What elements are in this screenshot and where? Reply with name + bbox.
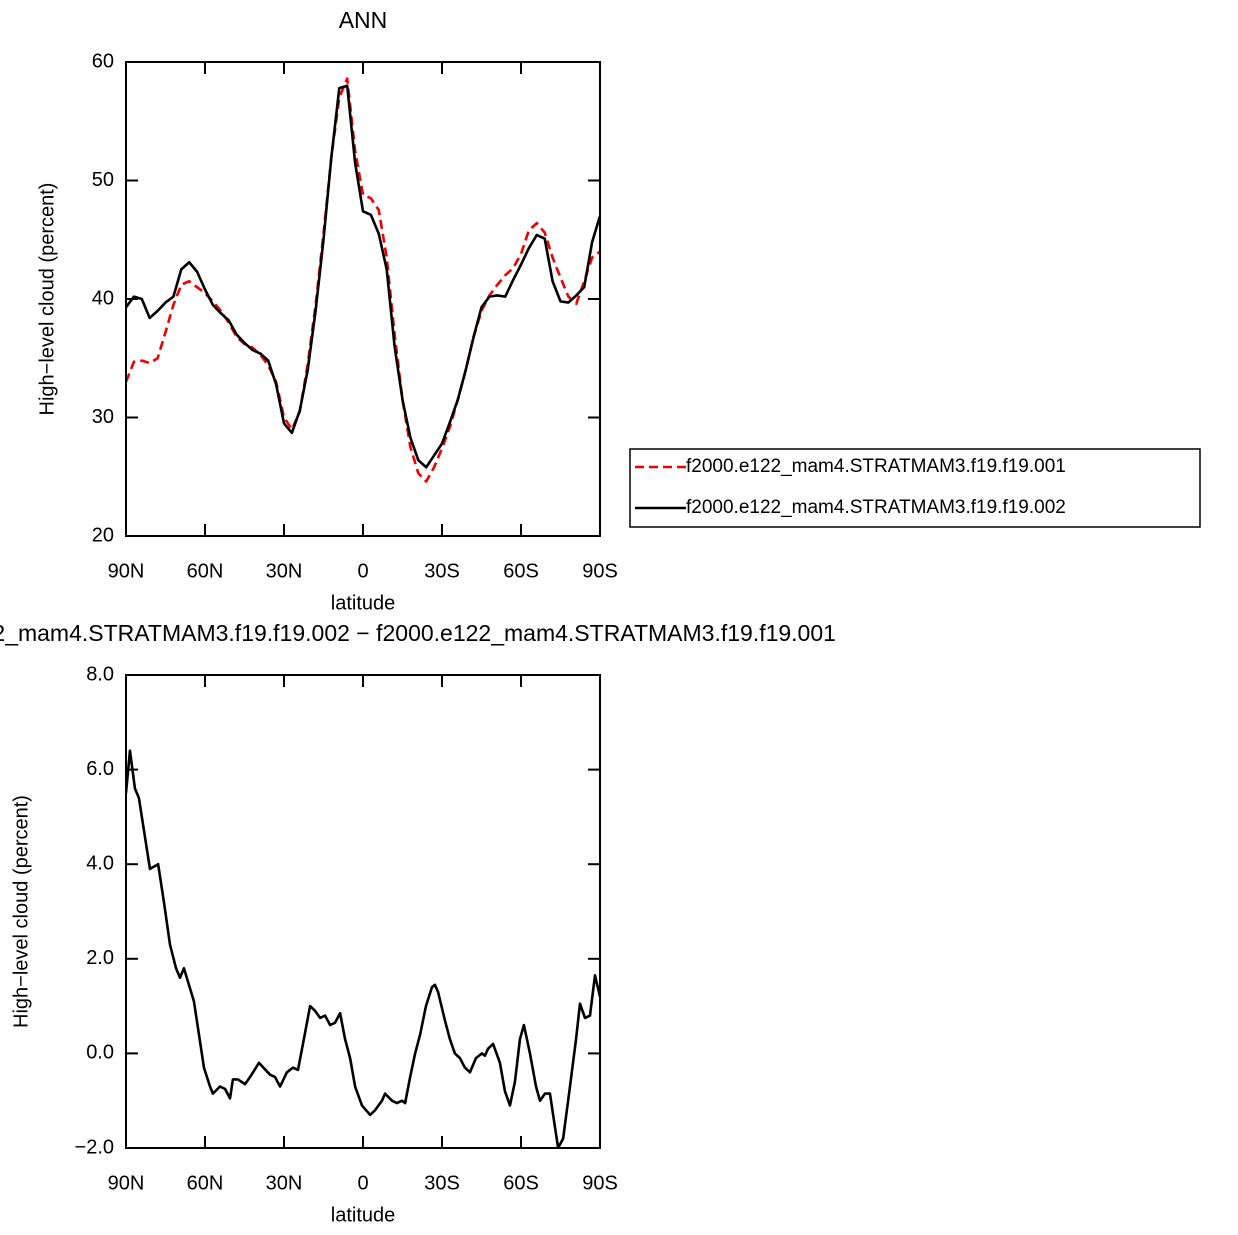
x-tick-label: 60N <box>187 560 224 582</box>
y-tick-label: −2.0 <box>75 1136 114 1158</box>
x-tick-label: 0 <box>357 1172 368 1194</box>
data-line <box>126 749 600 1148</box>
y-tick-label: 60 <box>92 50 114 72</box>
y-axis-label: High−level cloud (percent) <box>36 183 58 416</box>
chart-title: ANN <box>339 7 388 33</box>
y-tick-label: 2.0 <box>86 947 114 969</box>
legend-box <box>629 448 1201 528</box>
x-tick-label: 60S <box>503 560 539 582</box>
x-tick-label: 60N <box>187 1172 224 1194</box>
legend-label: f2000.e122_mam4.STRATMAM3.f19.f19.002 <box>686 497 1066 518</box>
data-line <box>126 77 600 483</box>
x-tick-label: 30N <box>266 1172 303 1194</box>
legend-label: f2000.e122_mam4.STRATMAM3.f19.f19.001 <box>686 456 1066 477</box>
y-tick-label: 0.0 <box>86 1042 114 1064</box>
y-tick-label: 4.0 <box>86 852 114 874</box>
y-tick-label: 8.0 <box>86 663 114 685</box>
y-tick-label: 30 <box>92 406 114 428</box>
plot-frame <box>125 674 601 1149</box>
x-tick-label: 90S <box>582 1172 618 1194</box>
y-tick-label: 40 <box>92 287 114 309</box>
x-tick-label: 90S <box>582 560 618 582</box>
y-tick-label: 20 <box>92 524 114 546</box>
y-tick-label: 50 <box>92 169 114 191</box>
x-tick-label: 90N <box>108 560 145 582</box>
x-axis-label: latitude <box>331 1204 396 1226</box>
y-tick-label: 6.0 <box>86 758 114 780</box>
x-tick-label: 0 <box>357 560 368 582</box>
x-tick-label: 90N <box>108 1172 145 1194</box>
x-axis-label: latitude <box>331 592 396 614</box>
plot-frame <box>125 61 601 537</box>
x-tick-label: 30N <box>266 560 303 582</box>
y-axis-label: High−level cloud (percent) <box>10 795 32 1028</box>
data-line <box>126 84 600 469</box>
x-tick-label: 30S <box>424 560 460 582</box>
chart-title: f2000.e122_mam4.STRATMAM3.f19.f19.002 − … <box>0 620 836 646</box>
x-tick-label: 60S <box>503 1172 539 1194</box>
x-tick-label: 30S <box>424 1172 460 1194</box>
